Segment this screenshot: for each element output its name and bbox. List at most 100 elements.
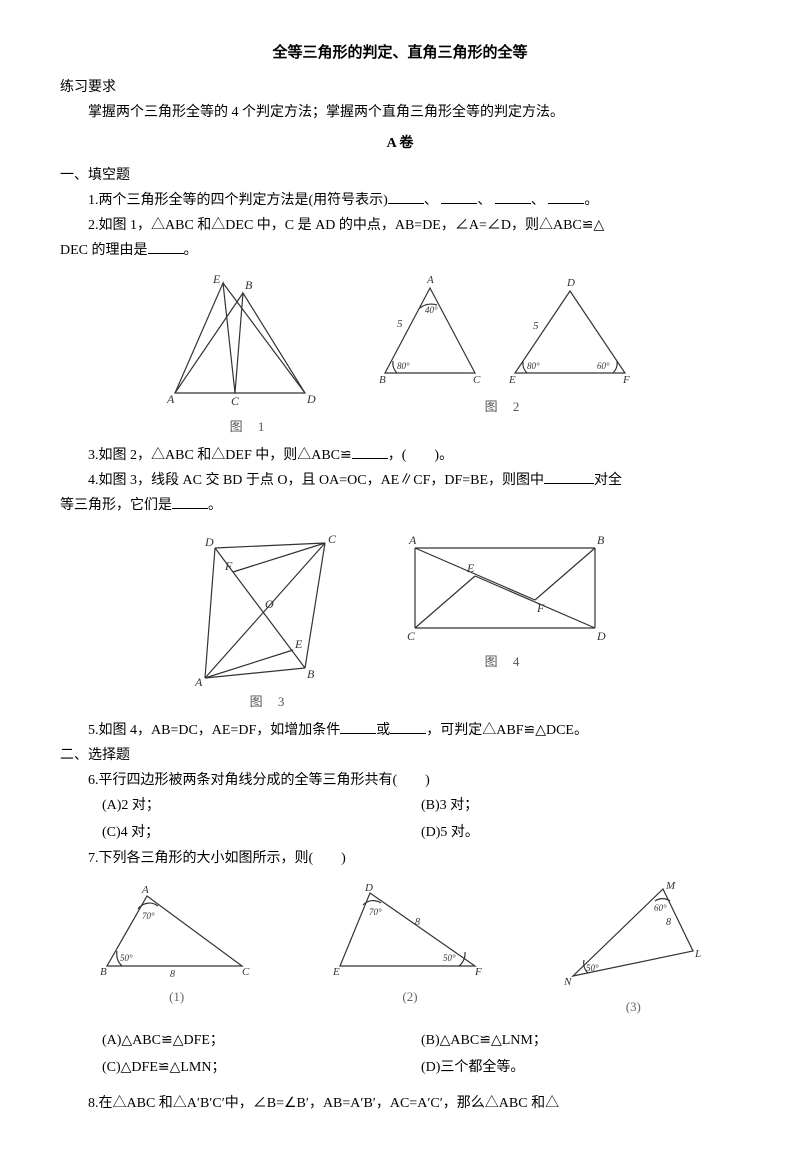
choice-c: (C)△DFE≌△LMN； <box>102 1055 421 1080</box>
choice-c: (C)4 对； <box>102 820 421 845</box>
svg-text:B: B <box>100 966 107 978</box>
doc-title: 全等三角形的判定、直角三角形的全等 <box>60 40 740 67</box>
triangle-1: A B C 70° 50° 8 (1) <box>92 881 262 1018</box>
svg-text:C: C <box>407 629 416 643</box>
figure-4: A B C D E F 图 4 <box>395 528 615 713</box>
svg-text:D: D <box>306 392 316 406</box>
section-2-heading: 二、选择题 <box>60 743 740 768</box>
triangle-2-caption: (2) <box>325 985 495 1008</box>
blank <box>172 494 208 509</box>
svg-text:50°: 50° <box>120 953 133 963</box>
svg-text:B: B <box>597 533 605 547</box>
svg-text:D: D <box>364 882 373 894</box>
svg-text:40°: 40° <box>425 305 438 315</box>
triangle-2: D E F 70° 50° 8 (2) <box>325 881 495 1018</box>
svg-text:F: F <box>622 374 630 386</box>
question-1: 1.两个三角形全等的四个判定方法是(用符号表示)、 、 、 。 <box>88 188 740 213</box>
triangle-1-caption: (1) <box>92 985 262 1008</box>
svg-text:C: C <box>328 532 337 546</box>
figure-1: A C D E B 图 1 <box>165 273 335 438</box>
question-7-choices: (A)△ABC≌△DFE； (B)△ABC≌△LNM； (C)△DFE≌△LMN… <box>102 1028 740 1080</box>
question-2: 2.如图 1，△ABC 和△DEC 中，C 是 AD 的中点，AB=DE，∠A=… <box>88 213 740 238</box>
blank <box>340 719 376 734</box>
choice-d: (D)三个都全等。 <box>421 1055 740 1080</box>
blank <box>352 444 388 459</box>
figure-3-caption: 图 3 <box>185 690 355 713</box>
practice-label: 练习要求 <box>60 75 740 100</box>
svg-text:C: C <box>231 394 240 408</box>
figure-4-caption: 图 4 <box>395 650 615 673</box>
choice-a: (A)2 对； <box>102 793 421 818</box>
svg-text:70°: 70° <box>142 911 155 921</box>
svg-text:F: F <box>224 559 233 573</box>
figure-row-3-4: A B C D E F O 图 3 A <box>60 528 740 713</box>
svg-text:8: 8 <box>170 969 175 980</box>
question-7: 7.下列各三角形的大小如图所示，则( ) <box>88 846 740 871</box>
svg-text:A: A <box>426 274 434 286</box>
svg-text:F: F <box>474 966 482 978</box>
svg-text:F: F <box>536 601 545 615</box>
choice-b: (B)3 对； <box>421 793 740 818</box>
svg-text:E: E <box>332 966 340 978</box>
svg-text:50°: 50° <box>443 953 456 963</box>
svg-text:L: L <box>694 948 701 960</box>
blank <box>544 469 594 484</box>
svg-text:A: A <box>194 675 203 688</box>
svg-text:C: C <box>473 374 481 386</box>
question-6-choices: (A)2 对； (B)3 对； (C)4 对； (D)5 对。 <box>102 793 740 845</box>
svg-text:A: A <box>408 533 417 547</box>
question-2-line2: DEC 的理由是。 <box>60 238 740 263</box>
svg-text:80°: 80° <box>527 361 540 371</box>
section-1-heading: 一、填空题 <box>60 163 740 188</box>
blank <box>390 719 426 734</box>
question-6: 6.平行四边形被两条对角线分成的全等三角形共有( ) <box>88 768 740 793</box>
figure-1-caption: 图 1 <box>165 415 335 438</box>
paper-label: A 卷 <box>60 131 740 156</box>
svg-text:B: B <box>245 278 253 292</box>
svg-text:E: E <box>212 273 221 286</box>
svg-text:B: B <box>307 667 315 681</box>
svg-text:8: 8 <box>666 917 671 928</box>
q1-text: 1.两个三角形全等的四个判定方法是(用符号表示) <box>88 193 388 208</box>
practice-body: 掌握两个三角形全等的 4 个判定方法；掌握两个直角三角形全等的判定方法。 <box>60 100 740 125</box>
choice-b: (B)△ABC≌△LNM； <box>421 1028 740 1053</box>
figure-2-caption: 图 2 <box>375 395 635 418</box>
blank <box>148 239 184 254</box>
svg-text:60°: 60° <box>654 903 667 913</box>
svg-text:50°: 50° <box>586 963 599 973</box>
svg-text:8: 8 <box>415 917 420 928</box>
triangle-3-caption: (3) <box>558 995 708 1018</box>
blank <box>388 189 424 204</box>
triangle-3: M N L 60° 50° 8 (3) <box>558 881 708 1018</box>
q2-text: 2.如图 1，△ABC 和△DEC 中，C 是 AD 的中点，AB=DE，∠A=… <box>88 218 604 233</box>
svg-text:5: 5 <box>533 320 539 332</box>
svg-text:60°: 60° <box>597 361 610 371</box>
blank <box>495 189 531 204</box>
question-8: 8.在△ABC 和△A′B′C′中，∠B=∠B′，AB=A′B′，AC=A′C′… <box>88 1091 740 1116</box>
svg-text:E: E <box>508 374 516 386</box>
svg-text:E: E <box>466 561 475 575</box>
svg-text:D: D <box>596 629 606 643</box>
figure-3: A B C D E F O 图 3 <box>185 528 355 713</box>
question-3: 3.如图 2，△ABC 和△DEF 中，则△ABC≌，( )。 <box>88 443 740 468</box>
figure-row-1-2: A C D E B 图 1 A B C 5 40° <box>60 273 740 438</box>
svg-text:70°: 70° <box>369 907 382 917</box>
svg-text:A: A <box>141 884 149 896</box>
svg-text:C: C <box>242 966 250 978</box>
svg-text:M: M <box>665 881 676 892</box>
choice-d: (D)5 对。 <box>421 820 740 845</box>
question-4-line2: 等三角形，它们是。 <box>60 493 740 518</box>
svg-text:5: 5 <box>397 318 403 330</box>
svg-text:E: E <box>294 637 303 651</box>
choice-a: (A)△ABC≌△DFE； <box>102 1028 421 1053</box>
svg-text:D: D <box>204 535 214 549</box>
svg-text:80°: 80° <box>397 361 410 371</box>
question-5: 5.如图 4，AB=DC，AE=DF，如增加条件或，可判定△ABF≌△DCE。 <box>88 718 740 743</box>
svg-text:D: D <box>566 277 575 289</box>
question-4: 4.如图 3，线段 AC 交 BD 于点 O，且 OA=OC，AE∥CF，DF=… <box>88 468 740 493</box>
svg-text:N: N <box>563 976 572 988</box>
svg-text:A: A <box>166 392 175 406</box>
svg-text:O: O <box>265 597 274 611</box>
blank <box>548 189 584 204</box>
blank <box>441 189 477 204</box>
